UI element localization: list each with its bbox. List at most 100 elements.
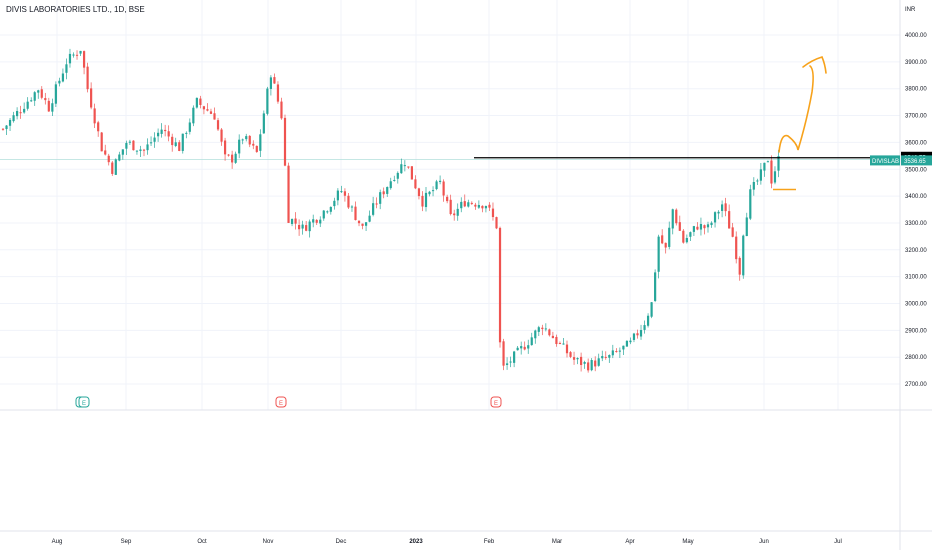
candle[interactable] — [181, 133, 184, 154]
candle[interactable] — [86, 62, 89, 93]
candle[interactable] — [590, 358, 593, 372]
candle[interactable] — [238, 134, 241, 159]
candle[interactable] — [202, 105, 206, 115]
candle[interactable] — [379, 189, 382, 210]
candle[interactable] — [199, 95, 202, 109]
candle[interactable] — [287, 162, 290, 223]
candlestick-series[interactable] — [1, 48, 780, 373]
candle[interactable] — [364, 222, 368, 232]
candle[interactable] — [410, 166, 413, 180]
candle[interactable] — [393, 175, 396, 182]
candle[interactable] — [75, 50, 79, 60]
candle[interactable] — [428, 190, 431, 197]
candle[interactable] — [157, 128, 160, 142]
candle[interactable] — [329, 206, 332, 215]
candle[interactable] — [354, 201, 357, 221]
candle[interactable] — [118, 151, 121, 162]
candle[interactable] — [16, 107, 19, 120]
candle[interactable] — [513, 350, 516, 368]
candle[interactable] — [104, 144, 107, 156]
candle[interactable] — [220, 127, 223, 146]
candle[interactable] — [389, 177, 392, 190]
candle[interactable] — [30, 97, 33, 102]
candle[interactable] — [675, 208, 678, 226]
candle[interactable] — [548, 328, 551, 337]
candle[interactable] — [615, 348, 618, 353]
candle[interactable] — [516, 346, 519, 351]
candle[interactable] — [710, 221, 713, 228]
candle[interactable] — [209, 108, 213, 115]
candle[interactable] — [19, 105, 22, 119]
candle[interactable] — [622, 345, 625, 356]
candle[interactable] — [505, 357, 509, 370]
candle[interactable] — [97, 120, 100, 137]
candle[interactable] — [625, 340, 629, 347]
candle[interactable] — [322, 209, 325, 221]
candle[interactable] — [682, 229, 685, 244]
candle[interactable] — [551, 331, 554, 339]
candle[interactable] — [386, 186, 389, 197]
candle[interactable] — [301, 220, 304, 235]
candle[interactable] — [164, 124, 167, 137]
candle[interactable] — [495, 216, 498, 230]
candle[interactable] — [79, 50, 82, 57]
candle[interactable] — [58, 77, 61, 87]
candle[interactable] — [40, 86, 43, 100]
candle[interactable] — [149, 136, 153, 146]
candle[interactable] — [333, 197, 336, 210]
candle[interactable] — [403, 160, 406, 172]
candle[interactable] — [61, 68, 65, 83]
candle[interactable] — [685, 234, 688, 244]
candle[interactable] — [597, 353, 600, 367]
candle[interactable] — [139, 145, 142, 158]
hand-drawn-annotation[interactable] — [773, 56, 827, 191]
candle[interactable] — [93, 103, 96, 129]
candle[interactable] — [241, 138, 244, 145]
candle[interactable] — [23, 102, 26, 114]
candle[interactable] — [728, 204, 731, 229]
candle[interactable] — [498, 226, 502, 348]
candle[interactable] — [668, 221, 671, 250]
candle[interactable] — [107, 153, 110, 166]
candle[interactable] — [699, 217, 703, 236]
candle[interactable] — [756, 178, 759, 186]
candle[interactable] — [587, 358, 590, 373]
candle[interactable] — [435, 179, 438, 191]
candle[interactable] — [544, 323, 547, 332]
candle[interactable] — [160, 123, 163, 138]
candle[interactable] — [632, 332, 636, 343]
candle[interactable] — [245, 133, 248, 142]
candle[interactable] — [368, 210, 371, 223]
candle[interactable] — [290, 218, 294, 227]
candle[interactable] — [534, 329, 537, 344]
candle[interactable] — [206, 103, 209, 112]
candle[interactable] — [372, 196, 375, 217]
candle[interactable] — [629, 337, 632, 345]
candle[interactable] — [350, 205, 354, 212]
candle[interactable] — [759, 162, 762, 185]
candle[interactable] — [530, 332, 533, 346]
candle[interactable] — [657, 234, 660, 279]
candle[interactable] — [717, 210, 720, 220]
candle[interactable] — [671, 208, 674, 235]
candle[interactable] — [26, 97, 29, 111]
candle[interactable] — [319, 216, 322, 228]
candle[interactable] — [766, 160, 770, 163]
candle[interactable] — [234, 151, 237, 164]
candle[interactable] — [643, 320, 646, 334]
candle[interactable] — [347, 192, 350, 209]
candle[interactable] — [731, 222, 734, 238]
candle[interactable] — [414, 175, 417, 190]
candle[interactable] — [509, 356, 512, 368]
candle[interactable] — [439, 175, 442, 185]
candle[interactable] — [340, 185, 343, 193]
candle[interactable] — [262, 110, 265, 134]
candle[interactable] — [361, 223, 364, 230]
candle[interactable] — [357, 220, 361, 227]
candle[interactable] — [283, 114, 287, 167]
candle[interactable] — [636, 329, 639, 339]
candle[interactable] — [167, 125, 170, 142]
candle[interactable] — [537, 325, 540, 337]
candle[interactable] — [735, 231, 738, 264]
